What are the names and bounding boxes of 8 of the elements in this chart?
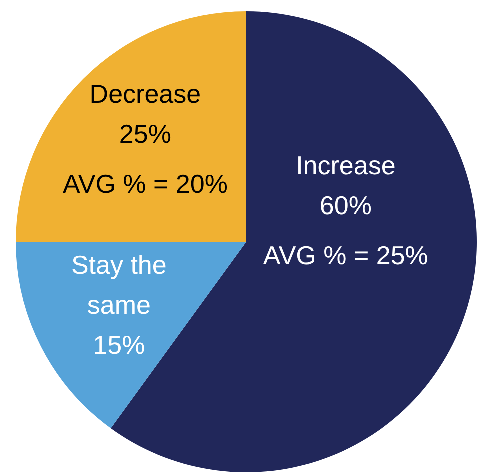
data-label: 25% <box>119 119 172 150</box>
text: AVG % = 25% <box>263 240 428 271</box>
data-label: 60% <box>320 190 372 221</box>
data-label: 15% <box>93 330 146 360</box>
slice-label: Decrease <box>90 79 202 110</box>
slice-label: Increase <box>296 150 396 181</box>
text: AVG % = 20% <box>62 169 228 200</box>
slice-label: Stay the same <box>71 250 167 320</box>
